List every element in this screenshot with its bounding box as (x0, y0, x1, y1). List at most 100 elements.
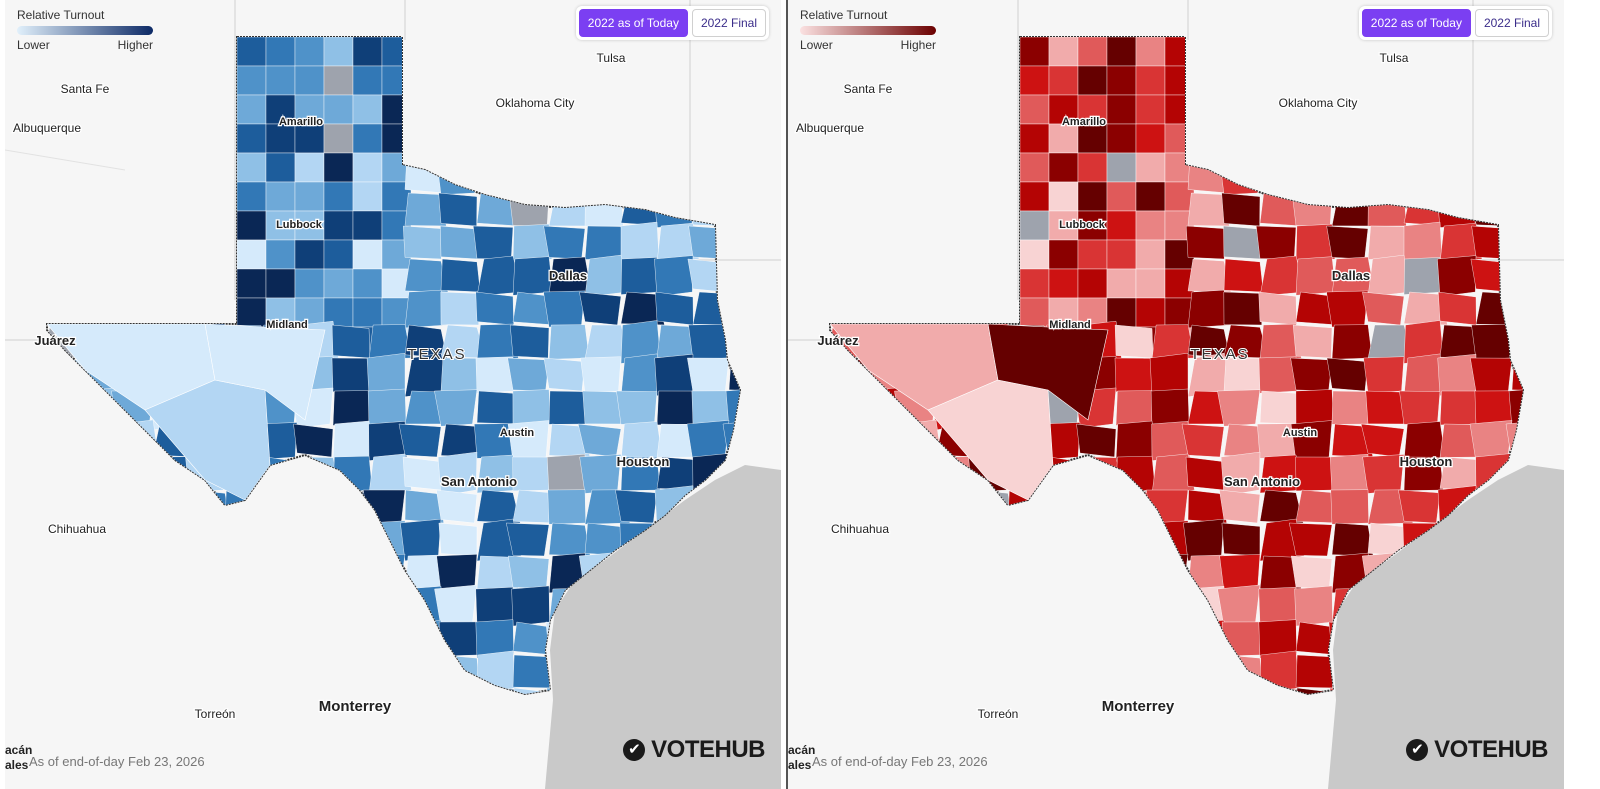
county[interactable] (1040, 654, 1081, 691)
county[interactable] (1259, 650, 1300, 694)
county[interactable] (294, 210, 325, 241)
county[interactable] (511, 159, 550, 194)
county[interactable] (1048, 123, 1079, 154)
county[interactable] (1187, 620, 1228, 658)
county[interactable] (971, 654, 1013, 689)
county[interactable] (381, 123, 412, 154)
county[interactable] (265, 94, 296, 125)
county[interactable] (1135, 123, 1166, 154)
county[interactable] (726, 223, 765, 263)
county[interactable] (824, 588, 865, 623)
county[interactable] (265, 123, 296, 154)
county[interactable] (1511, 357, 1552, 392)
county[interactable] (1019, 239, 1050, 270)
county[interactable] (352, 268, 383, 299)
county[interactable] (294, 37, 325, 67)
county[interactable] (403, 225, 442, 260)
county[interactable] (1019, 181, 1050, 212)
county[interactable] (204, 323, 326, 421)
county[interactable] (328, 649, 370, 694)
county[interactable] (1295, 654, 1336, 689)
county[interactable] (1048, 239, 1079, 270)
county[interactable] (1106, 239, 1137, 270)
county[interactable] (236, 297, 267, 328)
county[interactable] (352, 94, 383, 125)
county[interactable] (691, 390, 731, 426)
county[interactable] (440, 291, 480, 326)
county[interactable] (400, 652, 442, 692)
county[interactable] (323, 94, 354, 125)
county[interactable] (1294, 159, 1333, 194)
county[interactable] (475, 619, 515, 659)
county[interactable] (1291, 555, 1333, 590)
county[interactable] (331, 324, 371, 359)
county[interactable] (236, 268, 267, 299)
texas-turnout-map-blue[interactable]: Santa Fe Albuquerque Tulsa Oklahoma City Ama… (5, 0, 781, 789)
county[interactable] (1007, 522, 1053, 557)
county[interactable] (1362, 454, 1405, 494)
county[interactable] (1508, 387, 1548, 429)
county[interactable] (899, 489, 945, 524)
county[interactable] (1360, 423, 1405, 458)
county[interactable] (1048, 268, 1079, 299)
county[interactable] (1048, 152, 1079, 183)
texas-turnout-map-red[interactable]: Santa Fe Albuquerque Tulsa Oklahoma City Ama… (788, 0, 1564, 789)
county[interactable] (899, 555, 943, 591)
county[interactable] (323, 210, 354, 241)
county[interactable] (899, 419, 942, 463)
county[interactable] (78, 588, 118, 623)
county[interactable] (1038, 687, 1081, 721)
county[interactable] (265, 65, 296, 96)
county[interactable] (725, 387, 765, 429)
county[interactable] (650, 155, 694, 199)
county[interactable] (620, 257, 660, 295)
county[interactable] (1048, 181, 1079, 212)
county[interactable] (507, 357, 550, 392)
county[interactable] (1135, 297, 1166, 328)
county[interactable] (236, 181, 267, 212)
county[interactable] (620, 291, 665, 326)
county[interactable] (971, 489, 1014, 524)
county[interactable] (440, 357, 482, 392)
county[interactable] (80, 687, 121, 722)
county[interactable] (76, 618, 118, 660)
county[interactable] (368, 421, 407, 461)
county[interactable] (1077, 181, 1108, 212)
county[interactable] (687, 357, 730, 393)
county[interactable] (401, 686, 442, 723)
county[interactable] (826, 553, 865, 593)
county[interactable] (654, 354, 694, 397)
county[interactable] (116, 419, 159, 463)
county[interactable] (1255, 159, 1297, 194)
county[interactable] (236, 94, 267, 125)
county[interactable] (368, 324, 412, 360)
county[interactable] (1151, 324, 1195, 360)
county[interactable] (73, 489, 118, 524)
county[interactable] (236, 65, 267, 96)
county[interactable] (1331, 156, 1373, 198)
county[interactable] (294, 268, 325, 299)
county[interactable] (1258, 586, 1297, 626)
county[interactable] (1144, 553, 1189, 593)
county[interactable] (548, 156, 590, 198)
county[interactable] (224, 651, 267, 693)
county[interactable] (265, 239, 296, 270)
county[interactable] (971, 621, 1014, 656)
county[interactable] (1077, 65, 1108, 96)
county[interactable] (1185, 456, 1225, 491)
county[interactable] (1291, 192, 1333, 227)
county[interactable] (1135, 37, 1166, 67)
county[interactable] (1331, 390, 1372, 425)
county[interactable] (1076, 587, 1117, 625)
county[interactable] (1511, 159, 1554, 194)
county[interactable] (1221, 621, 1261, 657)
county[interactable] (323, 37, 354, 67)
county[interactable] (856, 553, 901, 593)
county[interactable] (722, 419, 765, 463)
county[interactable] (1367, 225, 1409, 260)
votehub-logo[interactable]: ✔ VOTEHUB (1406, 736, 1548, 764)
county[interactable] (863, 423, 906, 458)
county[interactable] (290, 651, 334, 693)
county[interactable] (294, 123, 325, 154)
county[interactable] (1294, 585, 1333, 627)
